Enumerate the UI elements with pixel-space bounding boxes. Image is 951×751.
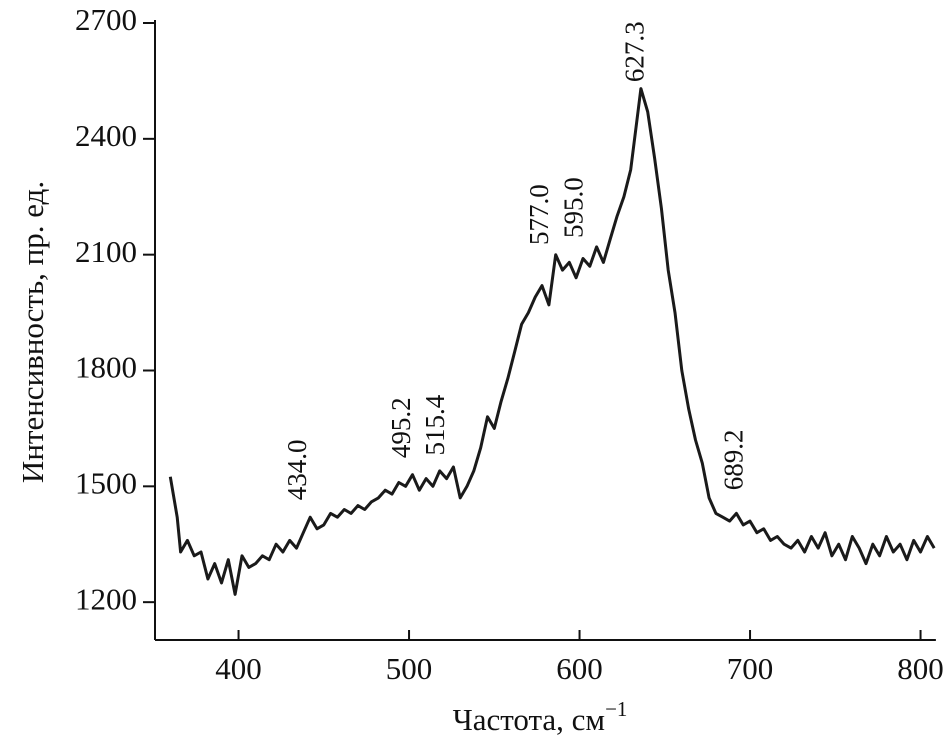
y-tick-label: 1200: [75, 581, 137, 616]
spectrum-line: [168, 87, 936, 596]
y-tick-label: 2400: [75, 118, 137, 153]
y-tick-label: 2100: [75, 234, 137, 269]
peak-label: 434.0: [282, 439, 312, 500]
peak-label: 595.0: [558, 177, 588, 238]
y-tick-label: 2700: [75, 2, 137, 37]
x-tick-label: 600: [556, 651, 603, 686]
x-tick-label: 500: [386, 651, 433, 686]
x-axis-label-sup: −1: [605, 697, 627, 721]
peak-label: 495.2: [386, 397, 416, 458]
peak-label: 627.3: [620, 21, 650, 82]
x-tick-label: 800: [897, 651, 944, 686]
y-tick-label: 1500: [75, 465, 137, 500]
peak-label: 577.0: [524, 184, 554, 245]
x-tick-label: 700: [727, 651, 774, 686]
x-axis-label: Частота, см−1: [453, 697, 628, 737]
y-tick-label: 1800: [75, 350, 137, 385]
peak-label: 689.2: [719, 429, 749, 490]
x-tick-label: 400: [215, 651, 262, 686]
peak-label: 515.4: [420, 394, 450, 455]
y-axis-label: Интенсивность, пр. ед.: [15, 181, 50, 483]
x-axis-label-main: Частота, см: [453, 702, 605, 737]
